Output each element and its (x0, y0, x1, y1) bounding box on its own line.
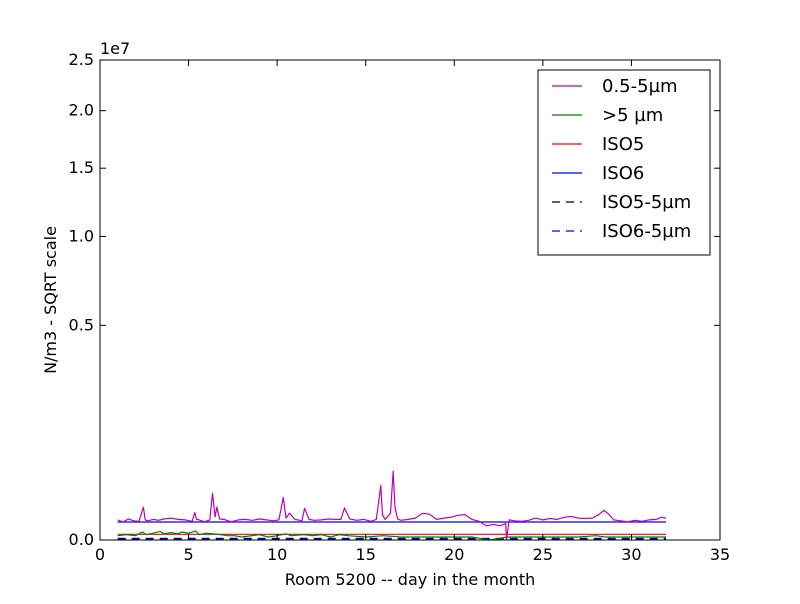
legend-label: >5 µm (602, 105, 663, 126)
legend: 0.5-5µm >5 µm ISO5 ISO6 ISO5-5µm ISO6-5µm (537, 69, 711, 256)
y-tick-label: 1.5 (69, 158, 94, 177)
x-axis-label: Room 5200 -- day in the month (285, 570, 536, 589)
legend-label: ISO6 (602, 163, 644, 184)
y-tick-label: 2.5 (69, 50, 94, 69)
x-tick-label: 35 (710, 545, 730, 564)
y-axis-offset-text: 1e7 (100, 39, 130, 58)
y-tick-label: 0.0 (69, 530, 94, 549)
legend-label: ISO6-5µm (602, 221, 691, 242)
y-tick-label: 2.0 (69, 101, 94, 120)
legend-box (537, 69, 711, 256)
x-axis-ticks: 0 5 10 15 20 25 30 35 (95, 60, 730, 564)
legend-label: 0.5-5µm (602, 76, 678, 97)
plot-frame (99, 59, 721, 541)
y-axis-ticks: 0.0 0.5 1.0 1.5 2.0 2.5 (69, 50, 720, 549)
legend-label: ISO5-5µm (602, 192, 691, 213)
x-tick-label: 10 (267, 545, 287, 564)
series-line-1 (117, 530, 666, 541)
y-tick-label: 0.5 (69, 315, 94, 334)
y-axis-label: N/m3 - SQRT scale (41, 226, 60, 374)
y-tick-label: 1.0 (69, 226, 94, 245)
x-tick-label: 15 (356, 545, 376, 564)
x-tick-label: 25 (533, 545, 553, 564)
x-tick-label: 30 (621, 545, 641, 564)
series-line-0 (117, 470, 667, 541)
series-layer (117, 470, 667, 541)
legend-label: ISO5 (602, 134, 644, 155)
x-tick-label: 5 (183, 545, 193, 564)
x-tick-label: 20 (444, 545, 464, 564)
x-tick-label: 0 (95, 545, 105, 564)
